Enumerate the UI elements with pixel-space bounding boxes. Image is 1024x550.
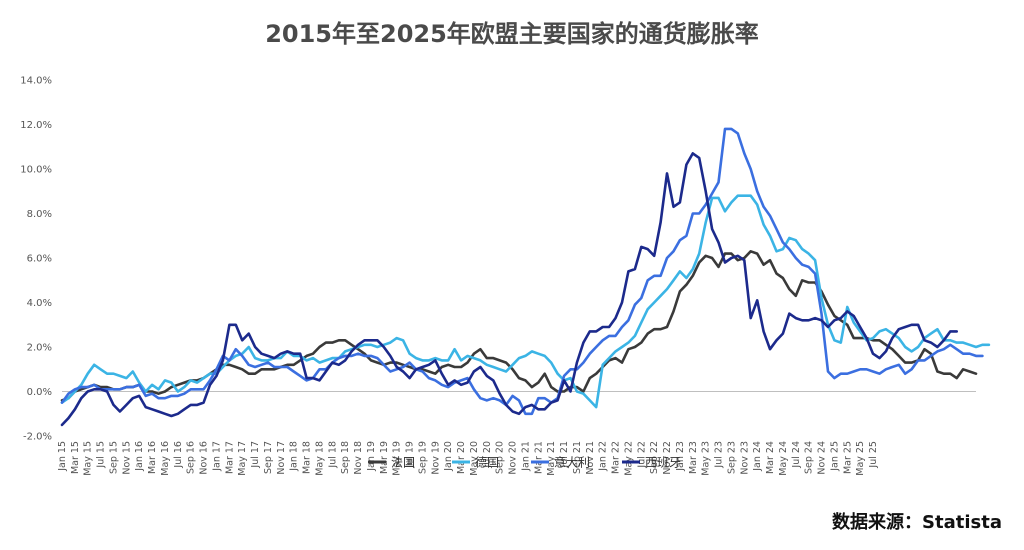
x-tick-label: Nov 15 <box>121 441 132 475</box>
x-tick-label: May 18 <box>314 441 325 476</box>
x-tick-label: Jan 17 <box>211 441 222 472</box>
x-tick-label: Mar 15 <box>70 441 81 474</box>
x-tick-label: May 16 <box>160 441 171 476</box>
x-tick-label: Mar 24 <box>765 441 776 474</box>
x-tick-label: Jul 23 <box>714 441 725 469</box>
x-tick-label: May 21 <box>546 441 557 476</box>
chart-title: 2015年至2025年欧盟主要国家的通货膨胀率 <box>265 20 759 48</box>
series-line-2 <box>60 127 984 416</box>
x-tick-label: Nov 23 <box>739 441 750 475</box>
x-tick-label: Nov 17 <box>276 441 287 475</box>
x-tick-label: Jan 25 <box>829 441 840 472</box>
x-tick-label: May 17 <box>237 441 248 476</box>
y-tick-label: 6.0% <box>27 254 52 265</box>
x-tick-label: May 15 <box>83 441 94 476</box>
x-tick-label: Jul 24 <box>791 441 802 469</box>
legend-label-0: 法国 <box>391 456 415 470</box>
x-tick-label: Mar 19 <box>379 441 390 474</box>
x-axis: Jan 15 Mar 15 May 15 Jul 15 Sep 15 Nov 15 Jan … <box>57 391 976 476</box>
x-tick-label: Mar 17 <box>224 441 235 474</box>
x-tick-label: Nov 20 <box>508 441 519 475</box>
x-tick-label: Jan 22 <box>598 441 609 472</box>
x-tick-label: May 25 <box>855 441 866 476</box>
x-tick-label: Mar 25 <box>842 441 853 474</box>
y-tick-label: -2.0% <box>23 432 52 443</box>
x-tick-label: May 19 <box>392 441 403 476</box>
x-tick-label: Sep 21 <box>572 441 583 474</box>
x-tick-label: Jul 25 <box>868 441 879 469</box>
y-tick-label: 10.0% <box>20 165 52 176</box>
y-tick-label: 2.0% <box>27 343 52 354</box>
x-tick-label: Sep 19 <box>417 441 428 474</box>
legend: 法国 德国 意大利 西班牙 <box>368 455 681 470</box>
x-tick-label: Mar 21 <box>533 441 544 474</box>
x-tick-label: Nov 24 <box>817 441 828 475</box>
x-tick-label: Nov 21 <box>585 441 596 475</box>
x-tick-label: Sep 20 <box>495 441 506 474</box>
x-tick-label: Jul 15 <box>96 441 107 469</box>
series-line-3 <box>60 152 959 427</box>
x-tick-label: Nov 16 <box>199 441 210 475</box>
legend-label-1: 德国 <box>475 455 499 470</box>
x-tick-label: Mar 22 <box>611 441 622 474</box>
x-tick-label: Sep 16 <box>186 441 197 474</box>
y-tick-label: 12.0% <box>20 120 52 131</box>
y-tick-label: 4.0% <box>27 298 52 309</box>
x-tick-label: Mar 18 <box>302 441 313 474</box>
x-tick-label: Nov 18 <box>353 441 364 475</box>
x-tick-label: May 24 <box>778 441 789 476</box>
x-tick-label: Sep 18 <box>340 441 351 474</box>
x-tick-label: Nov 22 <box>662 441 673 475</box>
y-tick-label: 0.0% <box>27 387 52 398</box>
x-tick-label: Jan 21 <box>520 441 531 472</box>
x-tick-label: Sep 22 <box>649 441 660 474</box>
x-tick-label: Nov 19 <box>430 441 441 475</box>
x-tick-label: Mar 20 <box>456 441 467 474</box>
x-tick-label: Sep 15 <box>108 441 119 474</box>
x-tick-label: Jan 20 <box>443 441 454 472</box>
y-axis: -2.0% 0.0% 2.0% 4.0% 6.0% 8.0% 10.0% 12.0% 14.0% <box>20 76 52 443</box>
x-tick-label: Sep 23 <box>726 441 737 474</box>
x-tick-label: Jan 18 <box>289 441 300 472</box>
x-tick-label: Jul 19 <box>405 441 416 469</box>
legend-label-2: 意大利 <box>554 455 590 470</box>
x-tick-label: Jan 16 <box>134 441 145 472</box>
x-tick-label: Jan 23 <box>675 441 686 472</box>
x-tick-label: Mar 16 <box>147 441 158 474</box>
x-tick-label: Sep 24 <box>804 441 815 474</box>
x-tick-label: May 23 <box>701 441 712 476</box>
x-tick-label: Jan 24 <box>752 441 763 472</box>
x-tick-label: Sep 17 <box>263 441 274 474</box>
x-tick-label: Jul 16 <box>173 441 184 469</box>
x-tick-label: Jul 18 <box>327 441 338 469</box>
series-line-0 <box>60 250 978 402</box>
x-tick-label: May 22 <box>623 441 634 476</box>
y-tick-label: 8.0% <box>27 209 52 220</box>
y-tick-label: 14.0% <box>20 76 52 87</box>
x-tick-label: Jul 21 <box>559 441 570 469</box>
x-tick-label: Mar 23 <box>688 441 699 474</box>
x-tick-label: May 20 <box>469 441 480 476</box>
series-lines <box>60 127 991 427</box>
series-line-1 <box>60 194 991 409</box>
x-tick-label: Jan 15 <box>57 441 68 472</box>
source-note: 数据来源：Statista <box>832 512 1002 533</box>
x-tick-label: Jul 22 <box>636 441 647 469</box>
x-tick-label: Jul 20 <box>482 441 493 469</box>
x-tick-label: Jan 19 <box>366 441 377 472</box>
legend-label-3: 西班牙 <box>645 456 681 470</box>
x-tick-label: Jul 17 <box>250 441 261 469</box>
